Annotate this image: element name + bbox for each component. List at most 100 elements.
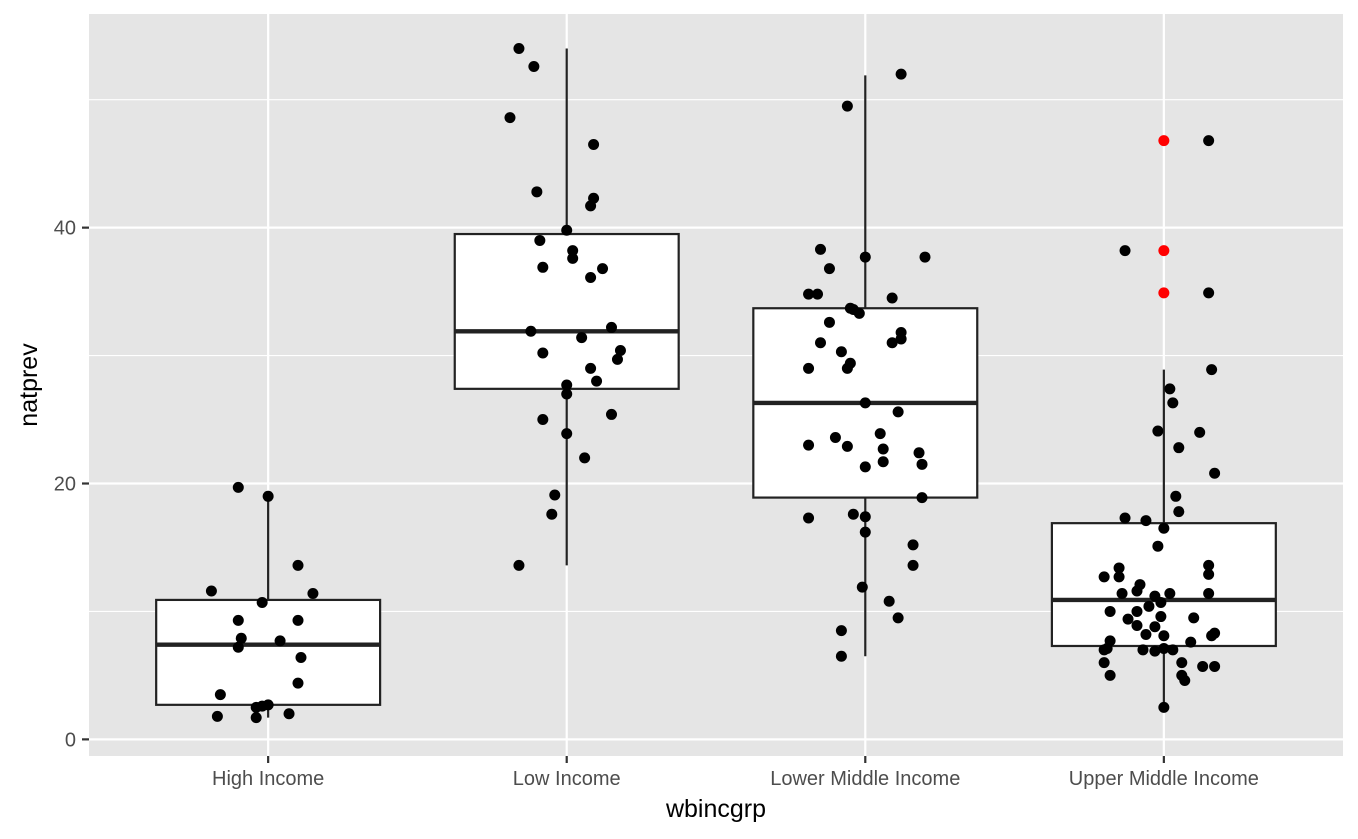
data-point	[859, 526, 871, 538]
data-point	[205, 585, 217, 597]
data-point	[886, 337, 898, 349]
data-point	[1203, 135, 1215, 147]
data-point	[537, 347, 549, 359]
data-point	[1164, 588, 1176, 600]
data-point	[877, 456, 889, 468]
data-point	[1116, 588, 1128, 600]
box-iqr	[155, 598, 382, 706]
y-tick-label: 20	[54, 474, 76, 496]
data-point	[886, 292, 898, 304]
data-point	[844, 357, 856, 369]
data-point	[295, 651, 307, 663]
data-point	[606, 321, 617, 333]
data-point	[525, 325, 537, 337]
data-point	[1122, 613, 1134, 625]
data-point	[262, 490, 274, 502]
x-axis-title: wbincgrp	[665, 795, 766, 823]
data-point	[250, 712, 262, 724]
x-axis: High Income Low Income Lower Middle Income…	[212, 756, 1259, 790]
data-point	[588, 138, 600, 150]
data-point	[214, 689, 226, 701]
data-point	[1104, 669, 1116, 681]
data-point	[877, 443, 889, 455]
data-point	[232, 481, 244, 493]
data-point	[1185, 636, 1197, 648]
data-point	[1101, 643, 1113, 655]
x-tick-label: Lower Middle Income	[770, 768, 960, 790]
data-point	[232, 641, 244, 653]
data-point	[859, 511, 871, 523]
data-point	[211, 710, 223, 722]
box-iqr	[1050, 522, 1277, 648]
data-point	[1158, 643, 1170, 655]
data-point	[815, 337, 826, 349]
x-tick-label: High Income	[212, 768, 324, 790]
data-point	[1119, 512, 1131, 524]
outlier-point	[1158, 135, 1170, 147]
data-point	[235, 632, 247, 644]
y-tick-label: 40	[54, 218, 76, 240]
data-point	[1158, 701, 1170, 713]
box-high-income	[155, 496, 382, 718]
data-point	[1209, 467, 1221, 479]
data-point	[1149, 645, 1161, 657]
data-point	[1203, 568, 1215, 580]
data-point	[1137, 644, 1149, 656]
data-point	[859, 251, 871, 263]
data-point	[1206, 364, 1218, 376]
data-point	[567, 245, 579, 257]
data-point	[892, 406, 904, 418]
data-point	[256, 596, 268, 608]
data-point	[859, 461, 871, 473]
data-point	[1179, 675, 1191, 687]
data-point	[611, 353, 623, 365]
data-point	[591, 375, 603, 387]
x-tick-label: Upper Middle Income	[1069, 768, 1259, 790]
data-point	[919, 251, 931, 263]
data-point	[916, 458, 928, 470]
data-point	[537, 261, 549, 273]
data-point	[1164, 383, 1176, 395]
data-point	[292, 559, 304, 571]
data-point	[504, 112, 516, 124]
outlier-point	[1158, 245, 1170, 257]
data-point	[916, 492, 928, 504]
data-point	[895, 68, 907, 80]
data-point	[561, 379, 573, 391]
data-point	[1155, 611, 1167, 623]
data-point	[835, 346, 847, 358]
data-point	[895, 333, 907, 345]
data-point	[1098, 657, 1110, 669]
data-point	[1203, 559, 1215, 571]
data-point	[283, 708, 295, 720]
data-point	[1167, 397, 1179, 409]
data-point	[847, 508, 859, 520]
data-point	[292, 677, 304, 689]
data-point	[307, 588, 319, 600]
data-point	[856, 581, 868, 593]
data-point	[567, 252, 579, 264]
data-point	[823, 263, 835, 275]
data-point	[803, 512, 815, 524]
data-point	[803, 362, 815, 374]
data-point	[537, 414, 549, 426]
data-point	[803, 439, 815, 451]
data-point	[1113, 571, 1125, 583]
x-tick-label: Low Income	[513, 768, 621, 790]
data-point	[1167, 644, 1179, 656]
data-point	[859, 397, 871, 409]
y-axis: 0 20 40	[54, 218, 89, 751]
data-point	[546, 508, 558, 520]
data-point	[1176, 657, 1188, 669]
data-point	[1155, 596, 1167, 608]
data-point	[1104, 605, 1116, 617]
boxes	[155, 48, 1277, 718]
data-point	[1149, 621, 1161, 633]
data-point	[1173, 442, 1185, 454]
outlier-point	[1158, 287, 1170, 299]
data-point	[292, 614, 304, 626]
data-point	[1143, 600, 1155, 612]
data-point	[815, 243, 826, 255]
data-point	[883, 595, 895, 607]
